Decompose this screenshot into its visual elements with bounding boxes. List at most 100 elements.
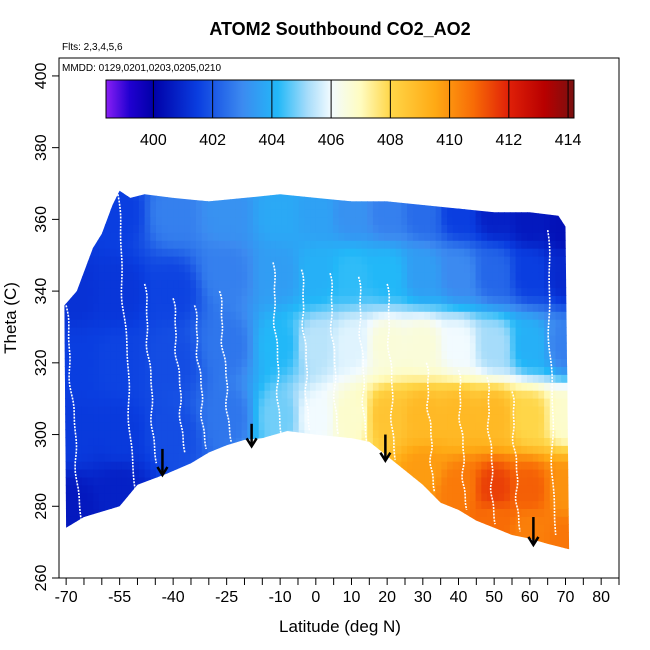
heatmap-cell — [207, 461, 214, 470]
heatmap-cell — [298, 216, 305, 225]
heatmap-cell — [532, 200, 539, 210]
heatmap-cell — [475, 366, 482, 375]
heatmap-cell — [93, 500, 100, 509]
heatmap-cell — [327, 311, 334, 320]
heatmap-cell — [521, 358, 528, 367]
heatmap-cell — [258, 295, 265, 304]
heatmap-cell — [372, 240, 380, 249]
heatmap-cell — [235, 461, 243, 470]
heatmap-cell — [133, 532, 140, 541]
heatmap-cell — [493, 177, 499, 186]
heatmap-cell — [281, 469, 288, 478]
heatmap-cell — [161, 366, 168, 375]
heatmap-cell — [253, 429, 260, 438]
heatmap-cell — [532, 358, 539, 367]
heatmap-cell — [407, 334, 414, 344]
heatmap-cell — [469, 295, 477, 304]
heatmap-cell — [190, 547, 197, 550]
heatmap-cell — [173, 287, 180, 296]
heatmap-cell — [412, 421, 420, 431]
heatmap-cell — [555, 190, 562, 194]
heatmap-cell — [350, 327, 357, 336]
heatmap-cell — [441, 374, 448, 383]
heatmap-cell — [93, 374, 100, 383]
heatmap-cell — [424, 453, 431, 462]
heatmap-cell — [235, 516, 243, 525]
heatmap-cell — [144, 208, 151, 218]
heatmap-cell — [441, 327, 448, 336]
heatmap-cell — [561, 279, 568, 289]
heatmap-cell — [470, 177, 476, 186]
heatmap-cell — [549, 319, 557, 328]
heatmap-cell — [430, 287, 437, 296]
heatmap-cell — [327, 556, 333, 565]
heatmap-cell — [435, 190, 442, 194]
heatmap-cell — [70, 524, 77, 533]
heatmap-cell — [258, 232, 265, 241]
heatmap-cell — [361, 366, 368, 375]
heatmap-cell — [464, 421, 471, 431]
heatmap-cell — [196, 461, 203, 470]
heatmap-cell — [293, 492, 300, 502]
heatmap-cell — [70, 334, 77, 344]
heatmap-cell — [247, 508, 254, 517]
heatmap-cell — [81, 350, 89, 360]
heatmap-cell — [201, 224, 208, 233]
heatmap-cell — [515, 421, 522, 431]
heatmap-cell — [481, 232, 488, 241]
heatmap-cell — [555, 405, 562, 415]
heatmap-cell — [532, 311, 539, 320]
heatmap-cell — [76, 500, 83, 509]
heatmap-cell — [481, 469, 488, 478]
heatmap-cell — [475, 500, 482, 509]
heatmap-cell — [138, 208, 146, 218]
heatmap-cell — [310, 547, 317, 550]
heatmap-cell — [235, 319, 243, 328]
heatmap-cell — [213, 190, 220, 194]
heatmap-cell — [487, 547, 494, 550]
heatmap-cell — [390, 508, 397, 517]
heatmap-cell — [298, 208, 305, 218]
heatmap-cell — [156, 350, 163, 360]
heatmap-cell — [104, 311, 111, 320]
heatmap-cell — [104, 492, 111, 502]
heatmap-cell — [264, 256, 271, 265]
heatmap-cell — [321, 532, 328, 541]
heatmap-cell — [378, 547, 385, 550]
heatmap-cell — [253, 524, 260, 533]
heatmap-cell — [350, 382, 357, 391]
heatmap-cell — [321, 224, 328, 233]
heatmap-cell — [344, 516, 351, 525]
heatmap-cell — [98, 500, 106, 509]
heatmap-cell — [178, 342, 186, 352]
heatmap-cell — [498, 177, 504, 186]
heatmap-cell — [550, 556, 556, 565]
heatmap-cell — [275, 469, 283, 478]
heatmap-cell — [566, 208, 570, 218]
heatmap-cell — [527, 248, 534, 257]
heatmap-cell — [64, 374, 66, 383]
heatmap-cell — [515, 224, 522, 233]
heatmap-cell — [64, 232, 66, 241]
heatmap-cell — [390, 461, 397, 470]
heatmap-cell — [412, 508, 420, 517]
heatmap-cell — [304, 484, 311, 494]
heatmap-cell — [207, 532, 214, 541]
heatmap-cell — [515, 516, 522, 525]
heatmap-cell — [258, 256, 265, 265]
heatmap-cell — [241, 398, 248, 407]
heatmap-cell — [184, 508, 191, 517]
heatmap-cell — [362, 556, 368, 565]
heatmap-cell — [464, 177, 470, 186]
heatmap-cell — [424, 190, 431, 194]
heatmap-cell — [241, 224, 248, 233]
heatmap-cell — [527, 350, 534, 360]
heatmap-cell — [270, 177, 276, 186]
heatmap-cell — [98, 319, 106, 328]
heatmap-cell — [241, 540, 248, 549]
heatmap-cell — [469, 492, 477, 502]
heatmap-cell — [235, 334, 243, 344]
heatmap-cell — [407, 556, 413, 565]
heatmap-cell — [93, 358, 100, 367]
heatmap-cell — [527, 190, 534, 194]
